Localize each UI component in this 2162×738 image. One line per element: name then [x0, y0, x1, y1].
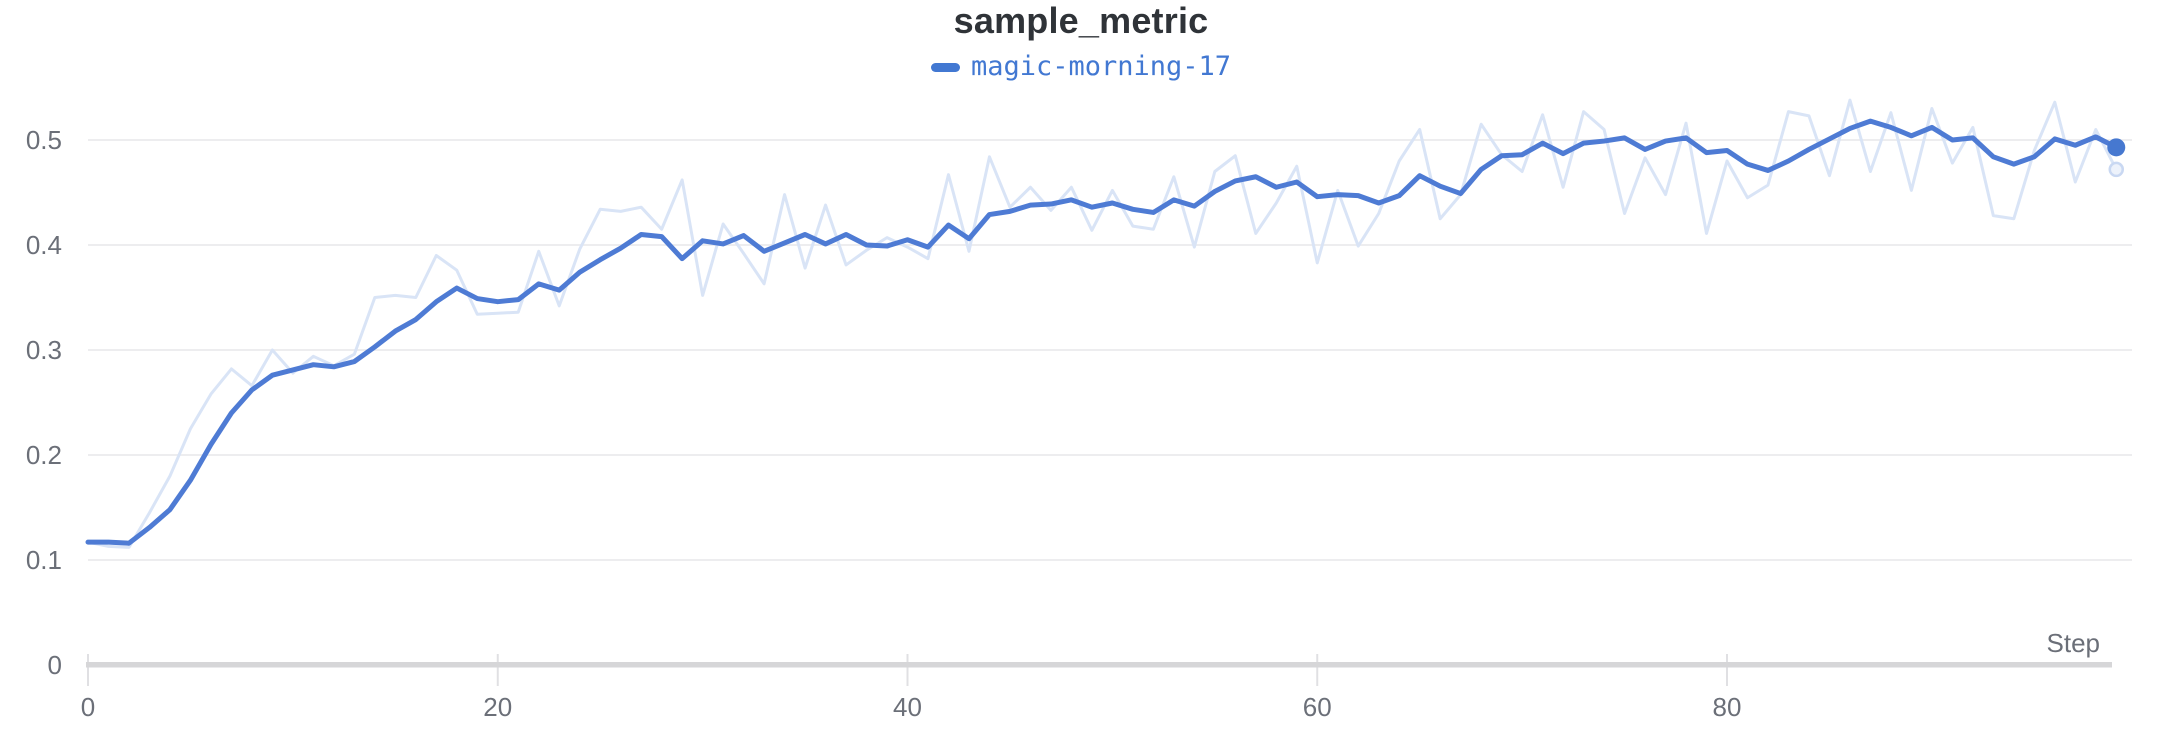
tick-layer — [87, 654, 1728, 686]
y-tick-label: 0.5 — [26, 125, 62, 155]
gridline-layer — [88, 139, 2132, 561]
x-tick-label: 40 — [893, 692, 922, 722]
legend-swatch-icon — [930, 62, 960, 72]
smoothed-end-dot — [2107, 138, 2126, 157]
legend-item-magic-morning-17[interactable]: magic-morning-17 — [930, 50, 1232, 84]
legend-label: magic-morning-17 — [970, 51, 1232, 82]
y-tick-label: 0.3 — [26, 335, 62, 365]
x-axis-title: Step — [2047, 628, 2101, 658]
axis-label-layer: 0 0.1 0.2 0.3 0.4 0.5 0 20 40 60 80 — [26, 125, 1742, 722]
y-tick-label: 0 — [48, 650, 62, 680]
x-tick-label: 0 — [81, 692, 95, 722]
x-tick-label: 80 — [1713, 692, 1742, 722]
y-tick-label: 0.2 — [26, 440, 62, 470]
x-tick-label: 60 — [1303, 692, 1332, 722]
raw-end-ring — [2108, 161, 2125, 178]
y-tick-label: 0.1 — [26, 545, 62, 575]
legend: magic-morning-17 — [0, 48, 2162, 86]
x-tick-label: 20 — [483, 692, 512, 722]
chart-title: sample_metric — [953, 0, 1209, 41]
smoothed-series-line — [85, 118, 2119, 546]
y-tick-label: 0.4 — [26, 230, 62, 260]
series-layer — [85, 98, 2119, 549]
raw-series-line — [86, 98, 2118, 549]
end-marker-layer — [2107, 138, 2126, 178]
x-axis-line — [86, 662, 2112, 668]
